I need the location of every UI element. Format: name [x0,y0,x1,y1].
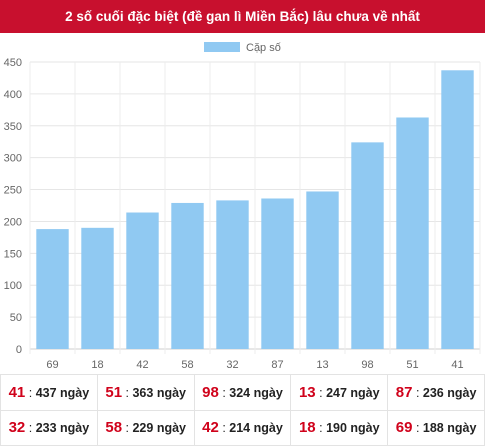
y-tick-label: 450 [4,57,22,69]
days-count: 236 ngày [422,385,477,400]
separator: : [122,421,133,436]
days-count: 214 ngày [229,421,283,436]
table-cell: 87 : 236 ngày [387,374,485,411]
y-tick-label: 0 [16,344,22,356]
table-cell: 13 : 247 ngày [290,374,389,411]
y-tick-label: 200 [4,216,22,228]
table-cell: 42 : 214 ngày [193,409,292,446]
x-tick-label: 69 [46,359,58,371]
table-cell: 69 : 188 ngày [387,409,485,446]
pair-number: 51 [105,383,123,401]
x-tick-label: 51 [406,359,418,371]
bar[interactable] [441,70,474,349]
days-count: 363 ngày [132,385,186,400]
bar[interactable] [396,117,429,349]
table-row: 41 : 437 ngày 51 : 363 ngày 98 : 324 ngày 1… [0,374,485,411]
table-cell: 41 : 437 ngày [0,374,98,411]
bars [36,70,474,349]
x-tick-label: 98 [361,359,373,371]
legend[interactable]: Cặp số [204,42,281,54]
x-tick-label: 42 [136,359,148,371]
y-tick-label: 250 [4,185,22,197]
separator: : [218,421,230,436]
y-tick-label: 100 [4,280,22,292]
bar[interactable] [36,229,69,349]
table-cell: 98 : 324 ngày [193,374,292,411]
days-count: 233 ngày [35,421,90,436]
x-tick-label: 41 [451,359,463,371]
chart-area: Cặp số 0 50 100 150 200 250 300 350 400 450 69 18 4… [0,33,485,373]
pair-number: 98 [202,383,219,401]
bar[interactable] [171,202,204,349]
days-count: 188 ngày [422,421,477,436]
days-count: 190 ngày [326,421,380,436]
x-tick-label: 58 [181,359,193,371]
separator: : [315,421,327,436]
separator: : [315,385,327,400]
x-tick-label: 87 [271,359,283,371]
pair-number: 87 [395,383,413,401]
days-count: 247 ngày [326,385,380,400]
pair-number: 42 [202,419,219,437]
days-count: 229 ngày [132,421,186,436]
legend-swatch [204,42,240,52]
separator: : [25,421,36,436]
separator: : [122,385,133,400]
pair-number: 69 [395,419,413,437]
separator: : [25,385,36,400]
y-tick-label: 300 [4,153,22,165]
bar[interactable] [351,142,384,349]
bar-chart: Cặp số 0 50 100 150 200 250 300 350 400 450 69 18 4… [4,42,481,371]
x-tick-label: 18 [91,359,103,371]
y-tick-label: 150 [4,248,22,260]
y-tick-label: 400 [4,89,22,101]
legend-label: Cặp số [246,42,281,54]
separator: : [412,421,423,436]
bar[interactable] [261,198,294,349]
pair-number: 32 [8,419,26,437]
bar[interactable] [306,191,339,349]
days-count: 437 ngày [35,385,90,400]
days-count: 324 ngày [229,385,283,400]
summary-table: 41 : 437 ngày 51 : 363 ngày 98 : 324 ngày 1… [0,374,485,446]
pair-number: 58 [105,419,123,437]
grid [29,61,481,354]
chart-title: 2 số cuối đặc biệt (đề gan lì Miền Bắc) … [0,0,485,33]
table-cell: 51 : 363 ngày [96,374,195,411]
bar[interactable] [81,227,114,349]
y-tick-label: 50 [10,312,22,324]
pair-number: 41 [8,383,26,401]
bar[interactable] [126,212,159,349]
table-cell: 58 : 229 ngày [96,409,195,446]
x-tick-label: 32 [226,359,238,371]
x-axis-ticks: 69 18 42 58 32 87 13 98 51 41 [46,359,463,371]
separator: : [412,385,423,400]
table-cell: 32 : 233 ngày [0,409,98,446]
pair-number: 13 [298,383,316,401]
x-tick-label: 13 [316,359,328,371]
bar[interactable] [216,200,249,349]
table-cell: 18 : 190 ngày [290,409,389,446]
y-tick-label: 350 [4,121,22,133]
pair-number: 18 [298,419,316,437]
table-row: 32 : 233 ngày 58 : 229 ngày 42 : 214 ngày 1… [0,409,485,446]
separator: : [218,385,230,400]
y-axis-ticks: 0 50 100 150 200 250 300 350 400 450 [4,57,22,356]
